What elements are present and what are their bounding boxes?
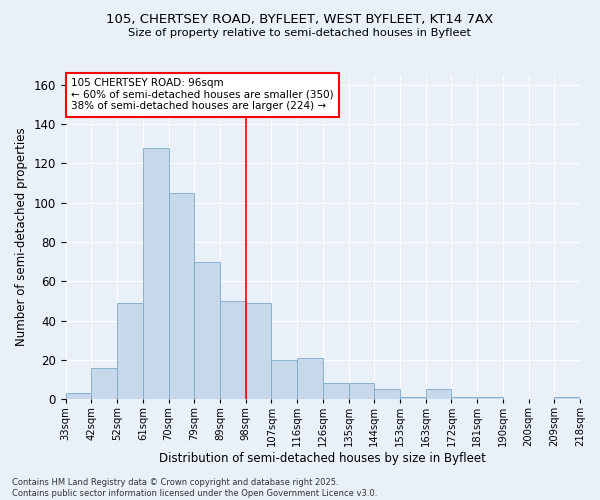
Bar — [143, 148, 169, 399]
Bar — [220, 301, 245, 399]
Bar — [425, 390, 451, 399]
Bar — [477, 397, 503, 399]
Text: Contains HM Land Registry data © Crown copyright and database right 2025.
Contai: Contains HM Land Registry data © Crown c… — [12, 478, 377, 498]
Text: 105, CHERTSEY ROAD, BYFLEET, WEST BYFLEET, KT14 7AX: 105, CHERTSEY ROAD, BYFLEET, WEST BYFLEE… — [106, 12, 494, 26]
Bar — [297, 358, 323, 399]
Bar — [271, 360, 297, 399]
Bar — [117, 303, 143, 399]
Bar — [349, 384, 374, 399]
Bar — [323, 384, 349, 399]
Bar — [169, 193, 194, 399]
Bar — [194, 262, 220, 399]
Text: 105 CHERTSEY ROAD: 96sqm
← 60% of semi-detached houses are smaller (350)
38% of : 105 CHERTSEY ROAD: 96sqm ← 60% of semi-d… — [71, 78, 334, 112]
Bar — [65, 393, 91, 399]
Bar — [554, 397, 580, 399]
Bar — [400, 397, 425, 399]
X-axis label: Distribution of semi-detached houses by size in Byfleet: Distribution of semi-detached houses by … — [160, 452, 486, 465]
Y-axis label: Number of semi-detached properties: Number of semi-detached properties — [15, 128, 28, 346]
Bar — [91, 368, 117, 399]
Bar — [451, 397, 477, 399]
Bar — [245, 303, 271, 399]
Text: Size of property relative to semi-detached houses in Byfleet: Size of property relative to semi-detach… — [128, 28, 472, 38]
Bar — [374, 390, 400, 399]
